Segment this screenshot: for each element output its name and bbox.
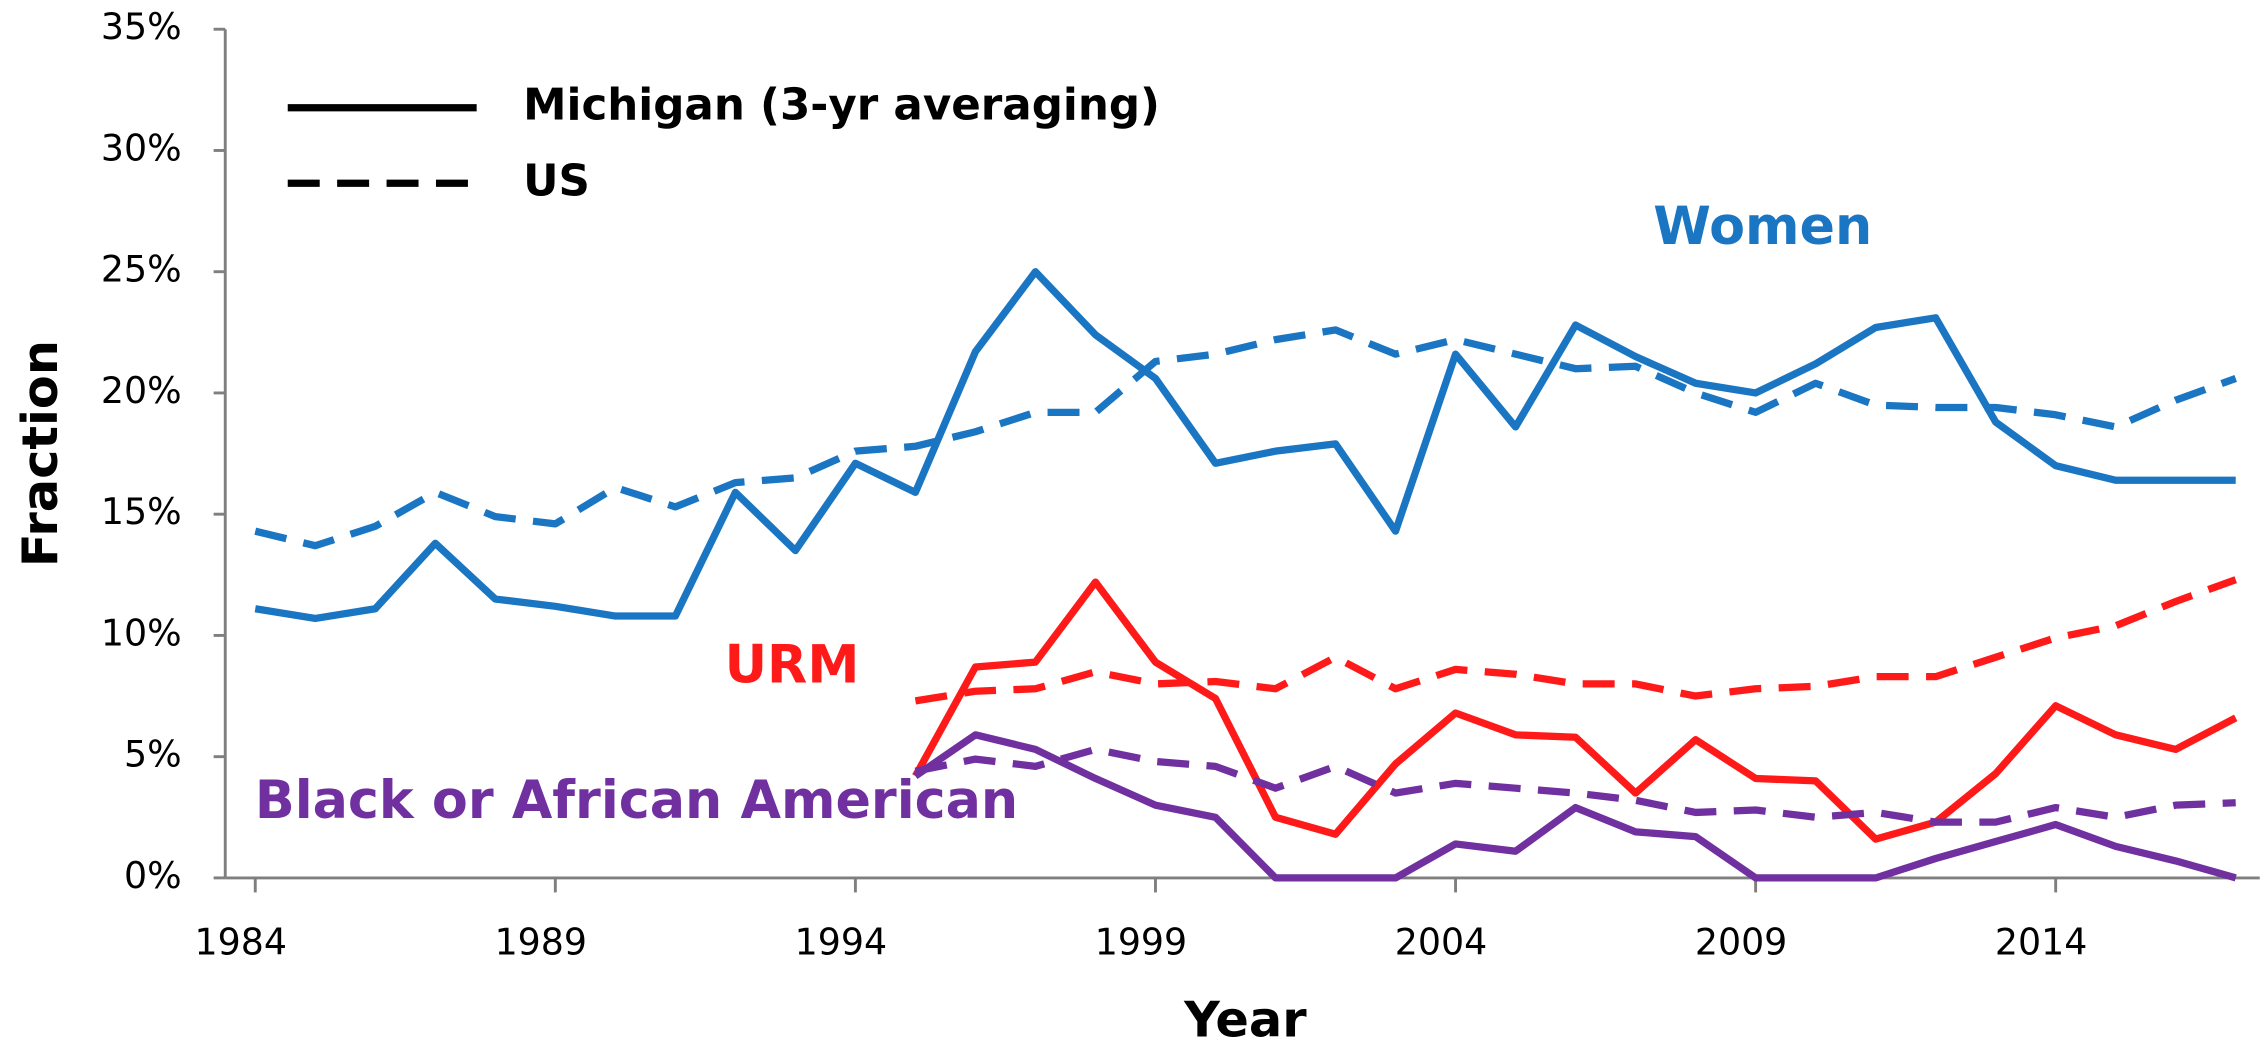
series-line: [912, 578, 2238, 843]
y-tick-label: 5%: [124, 733, 182, 776]
x-tick-label: 1989: [495, 921, 587, 964]
x-tick-label: 1994: [795, 921, 887, 964]
y-tick-label: 15%: [101, 490, 182, 533]
x-axis-label: Year: [1183, 991, 1307, 1049]
y-tick-label: 25%: [101, 248, 182, 291]
series-line: [914, 745, 2236, 826]
y-tick-label: 10%: [101, 611, 182, 654]
group-label: URM: [725, 635, 860, 696]
group-label: Women: [1653, 196, 1872, 257]
series-line: [914, 576, 2237, 705]
y-tick-label: 0%: [124, 854, 182, 897]
y-axis-label: Fraction: [11, 340, 69, 567]
series-line: [254, 268, 2236, 623]
x-tick-label: 2014: [1995, 921, 2087, 964]
x-tick-label: 2009: [1695, 921, 1787, 964]
y-tick-label: 30%: [101, 126, 182, 169]
legend-label: US: [523, 156, 590, 206]
x-tick-label: 2004: [1395, 921, 1487, 964]
y-tick-label: 35%: [101, 5, 182, 48]
x-tick-label: 1999: [1095, 921, 1187, 964]
group-label: Black or African American: [255, 770, 1018, 831]
x-tick-label: 1984: [194, 921, 286, 964]
y-tick-label: 20%: [101, 369, 182, 412]
series-line: [913, 731, 2237, 882]
series-line: [254, 326, 2237, 550]
legend-label: Michigan (3-yr averaging): [523, 81, 1160, 131]
